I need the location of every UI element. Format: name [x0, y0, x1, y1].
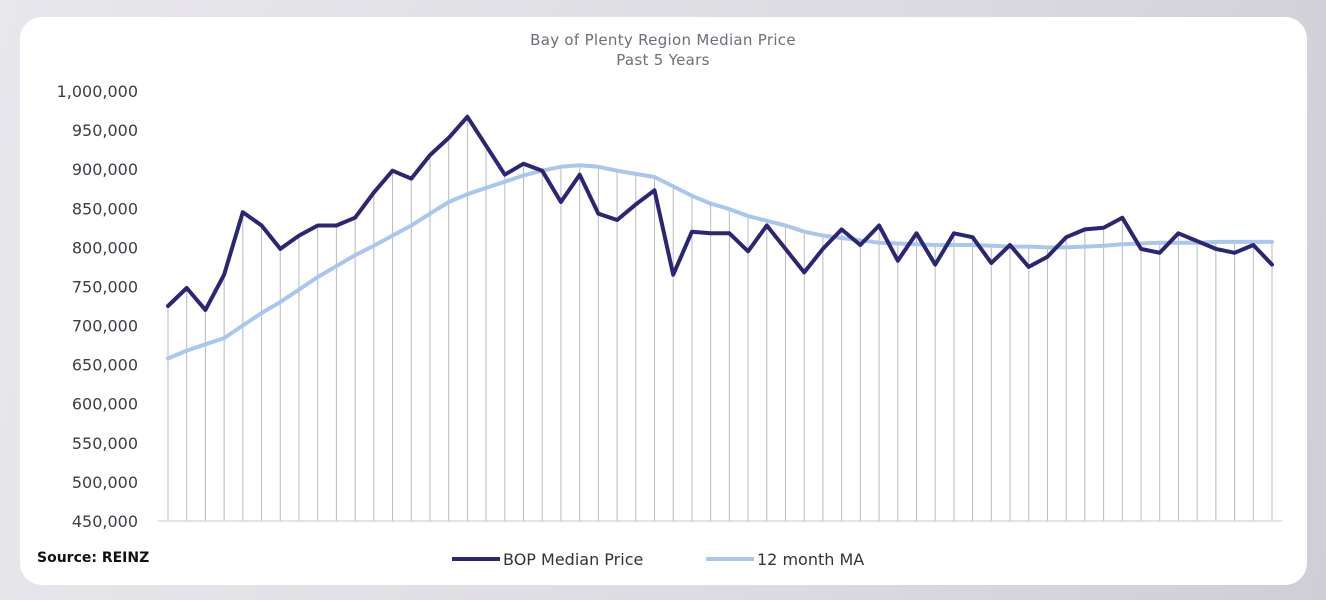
legend-label: BOP Median Price [503, 550, 643, 569]
y-tick-label: 450,000 [72, 512, 138, 531]
source-label: Source: REINZ [37, 550, 150, 566]
y-tick-label: 650,000 [72, 356, 138, 375]
legend-label: 12 month MA [757, 550, 864, 569]
legend-item-bop-median-price: BOP Median Price [452, 550, 643, 569]
chart-title: Bay of Plenty Region Median Price [530, 31, 796, 49]
y-tick-label: 700,000 [72, 317, 138, 336]
chart-title-block: Bay of Plenty Region Median Price Past 5… [0, 30, 1326, 70]
legend-item-12-month-ma: 12 month MA [706, 550, 864, 569]
chart-subtitle: Past 5 Years [616, 51, 710, 69]
legend: BOP Median Price 12 month MA [452, 550, 864, 569]
vertical-gridlines [167, 116, 1273, 521]
y-tick-label: 750,000 [72, 277, 138, 296]
y-tick-label: 550,000 [72, 434, 138, 453]
y-tick-label: 1,000,000 [57, 82, 138, 101]
y-tick-label: 850,000 [72, 199, 138, 218]
series-line-12-month-ma [166, 163, 1274, 361]
series-layer [166, 114, 1274, 361]
y-tick-label: 500,000 [72, 473, 138, 492]
y-tick-label: 900,000 [72, 160, 138, 179]
y-tick-label: 600,000 [72, 395, 138, 414]
chart-card [20, 17, 1307, 585]
series-line-bop-median-price [166, 114, 1274, 312]
y-tick-label: 950,000 [72, 121, 138, 140]
y-axis-tick-labels: 1,000,000 950,000 900,000 850,000 800,000 750… [57, 82, 138, 531]
y-tick-label: 800,000 [72, 238, 138, 257]
